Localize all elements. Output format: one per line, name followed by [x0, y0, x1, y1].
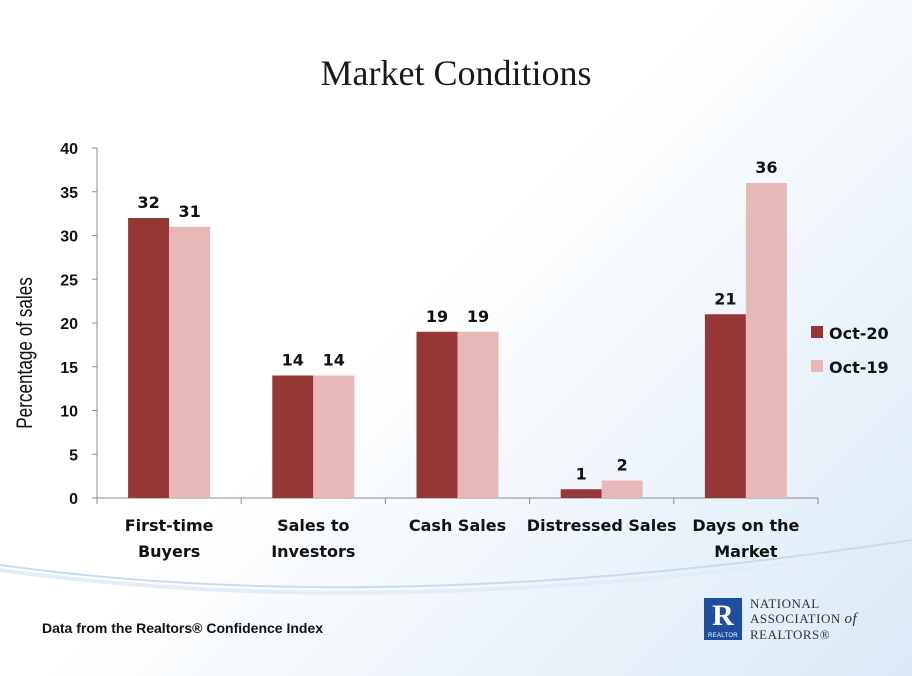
bar — [704, 314, 746, 498]
y-tick-label: 30 — [60, 229, 78, 246]
x-tick-label: Distressed Sales — [527, 516, 677, 535]
data-label: 14 — [323, 351, 345, 370]
source-note: Data from the Realtors® Confidence Index — [42, 620, 324, 636]
x-tick-label: Market — [714, 542, 778, 561]
bar — [560, 489, 602, 498]
data-label: 32 — [137, 193, 159, 212]
y-tick-label: 20 — [60, 316, 78, 333]
bar — [745, 183, 787, 498]
bar — [272, 375, 314, 498]
y-tick-label: 15 — [60, 360, 78, 377]
bar — [416, 331, 458, 498]
y-axis-title: Percentage of sales — [13, 277, 38, 429]
x-tick-label: Investors — [271, 542, 355, 561]
data-label: 31 — [178, 202, 200, 221]
bar — [169, 226, 211, 498]
data-label: 19 — [467, 307, 489, 326]
bar — [128, 218, 170, 498]
data-label: 14 — [282, 351, 304, 370]
data-label: 21 — [714, 289, 736, 308]
data-label: 36 — [755, 158, 777, 177]
y-tick-label: 35 — [60, 185, 78, 202]
nar-logo: R REALTOR NATIONAL ASSOCIATION of REALTO… — [704, 596, 894, 648]
data-label: 19 — [426, 307, 448, 326]
data-label: 2 — [617, 456, 628, 475]
legend-label: Oct-20 — [829, 324, 889, 343]
x-tick-label: First-time — [125, 516, 214, 535]
bar — [313, 375, 355, 498]
bar-chart: 0 5 10 15 20 25 30 35 40 Percentage of sales 32 14 1… — [13, 141, 889, 561]
y-tick-label: 0 — [69, 491, 78, 508]
y-tick-label: 25 — [60, 272, 78, 289]
realtor-r-logo-icon: R REALTOR — [704, 598, 742, 640]
data-label: 1 — [576, 464, 587, 483]
bar — [601, 480, 643, 498]
chart-title: Market Conditions — [320, 53, 592, 93]
legend-label: Oct-19 — [829, 358, 889, 377]
legend-swatch — [811, 326, 823, 338]
legend-swatch — [811, 360, 823, 372]
logo-wordmark: NATIONAL ASSOCIATION of REALTORS® — [750, 596, 858, 642]
x-tick-label: Sales to — [277, 516, 349, 535]
bar — [457, 331, 499, 498]
y-tick-label: 40 — [60, 141, 78, 158]
x-tick-label: Buyers — [138, 542, 200, 561]
y-tick-label: 10 — [60, 404, 78, 421]
x-tick-label: Cash Sales — [409, 516, 506, 535]
x-tick-label: Days on the — [692, 516, 799, 535]
y-tick-label: 5 — [69, 447, 78, 464]
